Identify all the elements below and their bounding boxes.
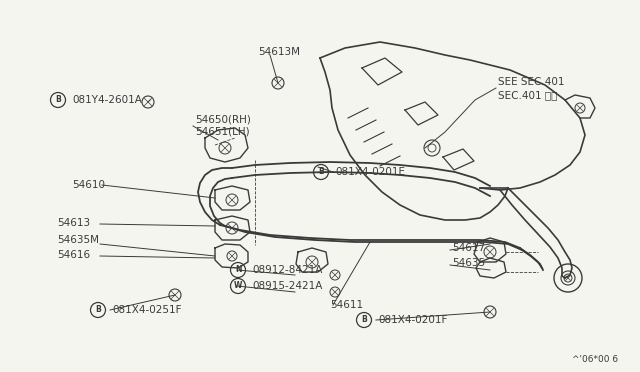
Text: SEC.401 参照: SEC.401 参照 xyxy=(498,90,557,100)
Text: B: B xyxy=(361,315,367,324)
Text: B: B xyxy=(55,96,61,105)
Text: 08912-8421A: 08912-8421A xyxy=(252,265,323,275)
Text: ^'06*00 6: ^'06*00 6 xyxy=(572,356,618,365)
Text: 081X4-0201F: 081X4-0201F xyxy=(378,315,447,325)
Text: 54613M: 54613M xyxy=(258,47,300,57)
Text: 081Y4-2601A: 081Y4-2601A xyxy=(72,95,142,105)
Text: B: B xyxy=(318,167,324,176)
Text: 54635: 54635 xyxy=(452,258,485,268)
Text: 54616: 54616 xyxy=(57,250,90,260)
Text: 54650(RH): 54650(RH) xyxy=(195,115,251,125)
Text: B: B xyxy=(95,305,101,314)
Text: 081X4-0201E: 081X4-0201E xyxy=(335,167,405,177)
Text: 54635M: 54635M xyxy=(57,235,99,245)
Text: 54611: 54611 xyxy=(330,300,363,310)
Text: 54613: 54613 xyxy=(57,218,90,228)
Text: 54617: 54617 xyxy=(452,243,485,253)
Text: W: W xyxy=(234,282,242,291)
Text: 08915-2421A: 08915-2421A xyxy=(252,281,323,291)
Text: SEE SEC.401: SEE SEC.401 xyxy=(498,77,564,87)
Text: 081X4-0251F: 081X4-0251F xyxy=(112,305,182,315)
Text: 54610: 54610 xyxy=(72,180,105,190)
Text: 54651(LH): 54651(LH) xyxy=(195,127,250,137)
Text: N: N xyxy=(235,266,241,275)
